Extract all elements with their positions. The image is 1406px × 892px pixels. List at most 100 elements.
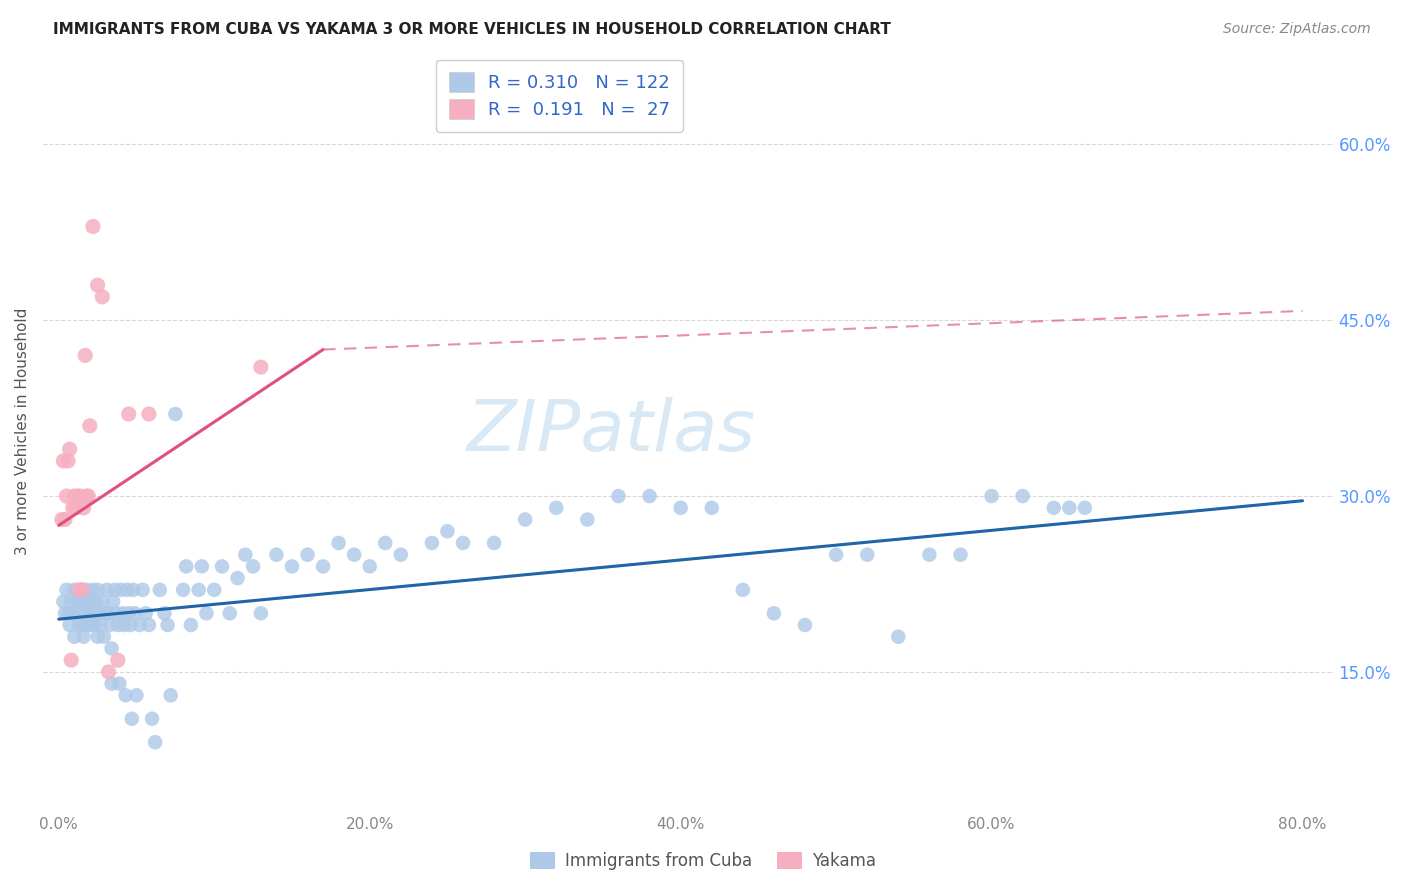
Point [91, 290, 114, 304]
Point [918, 548, 941, 562]
Point [121, 712, 143, 726]
Point [762, 607, 785, 621]
Point [250, 360, 273, 375]
Point [141, 712, 163, 726]
Point [482, 536, 505, 550]
Point [70, 582, 93, 597]
Point [233, 548, 256, 562]
Point [69, 489, 91, 503]
Point [856, 548, 879, 562]
Point [55, 582, 77, 597]
Point [77, 607, 100, 621]
Point [242, 559, 264, 574]
Point [138, 407, 160, 421]
Point [266, 548, 288, 562]
Point [63, 582, 86, 597]
Point [105, 607, 128, 621]
Point [607, 489, 630, 503]
Point [149, 582, 172, 597]
Point [153, 607, 176, 621]
Point [52, 454, 75, 468]
Point [104, 582, 127, 597]
Point [59, 442, 82, 457]
Point [67, 618, 90, 632]
Point [218, 607, 240, 621]
Text: IMMIGRANTS FROM CUBA VS YAKAMA 3 OR MORE VEHICLES IN HOUSEHOLD CORRELATION CHART: IMMIGRANTS FROM CUBA VS YAKAMA 3 OR MORE… [53, 22, 891, 37]
Point [312, 559, 335, 574]
Point [138, 618, 160, 632]
Point [51, 512, 73, 526]
Point [159, 689, 181, 703]
Point [75, 594, 97, 608]
Point [328, 536, 350, 550]
Point [128, 618, 150, 632]
Point [112, 618, 135, 632]
Point [82, 582, 104, 597]
Point [731, 582, 754, 597]
Point [250, 607, 273, 621]
Point [84, 594, 107, 608]
Point [114, 689, 136, 703]
Point [174, 559, 197, 574]
Point [420, 536, 443, 550]
Point [80, 618, 103, 632]
Point [66, 594, 89, 608]
Point [143, 735, 166, 749]
Legend: Immigrants from Cuba, Yakama: Immigrants from Cuba, Yakama [523, 845, 883, 877]
Point [374, 536, 396, 550]
Point [63, 489, 86, 503]
Point [76, 489, 98, 503]
Point [100, 676, 122, 690]
Point [63, 630, 86, 644]
Point [86, 278, 108, 293]
Text: ZIPatlas: ZIPatlas [467, 397, 755, 467]
Point [76, 618, 98, 632]
Point [65, 607, 87, 621]
Point [89, 607, 111, 621]
Point [62, 607, 84, 621]
Point [77, 489, 100, 503]
Point [172, 582, 194, 597]
Point [86, 582, 108, 597]
Point [202, 582, 225, 597]
Point [794, 618, 817, 632]
Point [107, 653, 129, 667]
Point [297, 548, 319, 562]
Point [72, 630, 94, 644]
Point [83, 618, 105, 632]
Point [980, 489, 1002, 503]
Point [98, 618, 121, 632]
Point [75, 348, 97, 362]
Point [101, 594, 124, 608]
Point [1059, 500, 1081, 515]
Point [120, 618, 142, 632]
Point [52, 594, 75, 608]
Point [115, 582, 138, 597]
Point [69, 594, 91, 608]
Point [70, 618, 93, 632]
Point [389, 548, 412, 562]
Point [60, 594, 83, 608]
Point [67, 582, 90, 597]
Point [76, 582, 98, 597]
Text: Source: ZipAtlas.com: Source: ZipAtlas.com [1223, 22, 1371, 37]
Point [60, 653, 83, 667]
Point [125, 689, 148, 703]
Point [211, 559, 233, 574]
Y-axis label: 3 or more Vehicles in Household: 3 or more Vehicles in Household [15, 308, 30, 556]
Point [226, 571, 249, 585]
Point [111, 607, 134, 621]
Point [669, 500, 692, 515]
Point [118, 607, 141, 621]
Point [86, 630, 108, 644]
Legend: R = 0.310   N = 122, R =  0.191   N =  27: R = 0.310 N = 122, R = 0.191 N = 27 [436, 60, 683, 132]
Point [94, 607, 117, 621]
Point [124, 607, 146, 621]
Point [65, 500, 87, 515]
Point [546, 500, 568, 515]
Point [131, 582, 153, 597]
Point [56, 607, 79, 621]
Point [191, 559, 214, 574]
Point [97, 665, 120, 679]
Point [359, 559, 381, 574]
